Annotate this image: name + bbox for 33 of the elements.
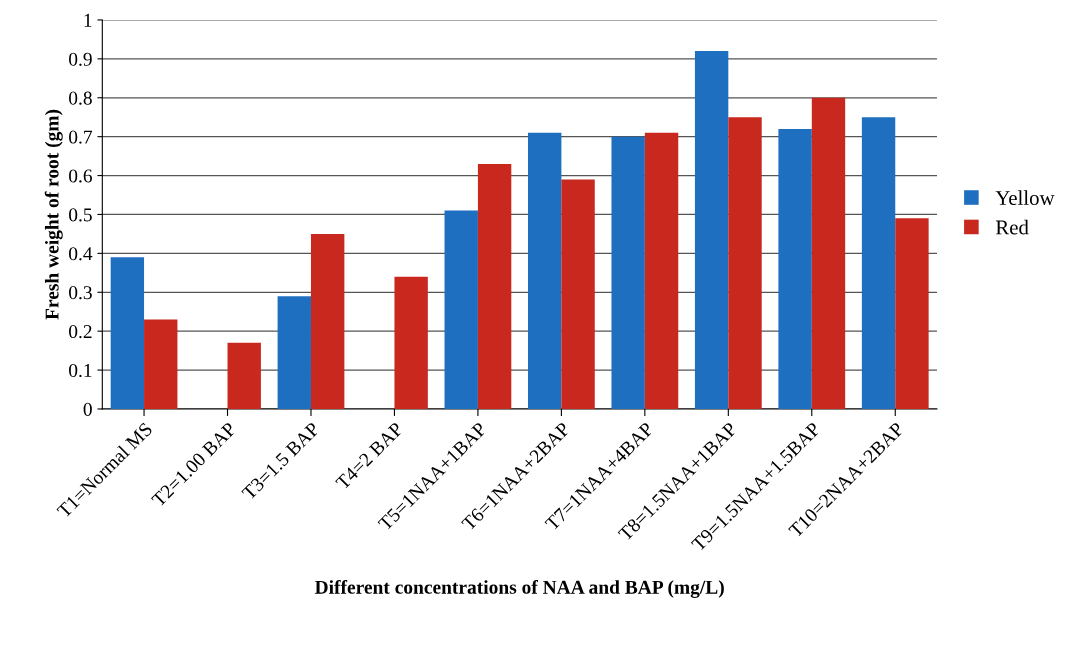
bar [394, 276, 428, 409]
bar [778, 128, 812, 409]
bar [861, 117, 896, 409]
y-tick-label: 0.8 [69, 91, 92, 105]
bar [477, 163, 512, 409]
bar [528, 132, 562, 409]
bar [110, 257, 145, 409]
legend-label: Red [995, 219, 1029, 235]
y-tick-label: 0.2 [69, 324, 92, 339]
bar [144, 319, 178, 409]
bar [561, 179, 595, 409]
x-axis-title: Different concentrations of NAA and BAP (mg/L) [314, 579, 724, 598]
bar [644, 132, 679, 409]
y-tick-label: 0.6 [69, 169, 93, 183]
y-tick-label: 0.3 [69, 286, 92, 300]
legend-label: Yellow [995, 190, 1055, 206]
bar [444, 210, 478, 409]
y-tick-label: 0.4 [69, 247, 93, 261]
y-tick-label: 0.5 [69, 208, 92, 222]
bar [310, 233, 345, 409]
y-tick-label: 0.1 [69, 363, 92, 378]
y-tick-label: 0 [83, 402, 92, 416]
bar [895, 218, 929, 409]
bar [811, 97, 846, 409]
y-tick-label: 1 [84, 13, 92, 27]
y-tick-label: 0.7 [69, 130, 93, 144]
y-axis-title: Fresh weight of root (gm) [44, 109, 63, 320]
bar [728, 117, 762, 409]
bar [694, 51, 729, 409]
bar [227, 342, 261, 409]
bar [611, 136, 645, 409]
bar [277, 296, 311, 409]
y-tick-label: 0.9 [69, 52, 92, 66]
